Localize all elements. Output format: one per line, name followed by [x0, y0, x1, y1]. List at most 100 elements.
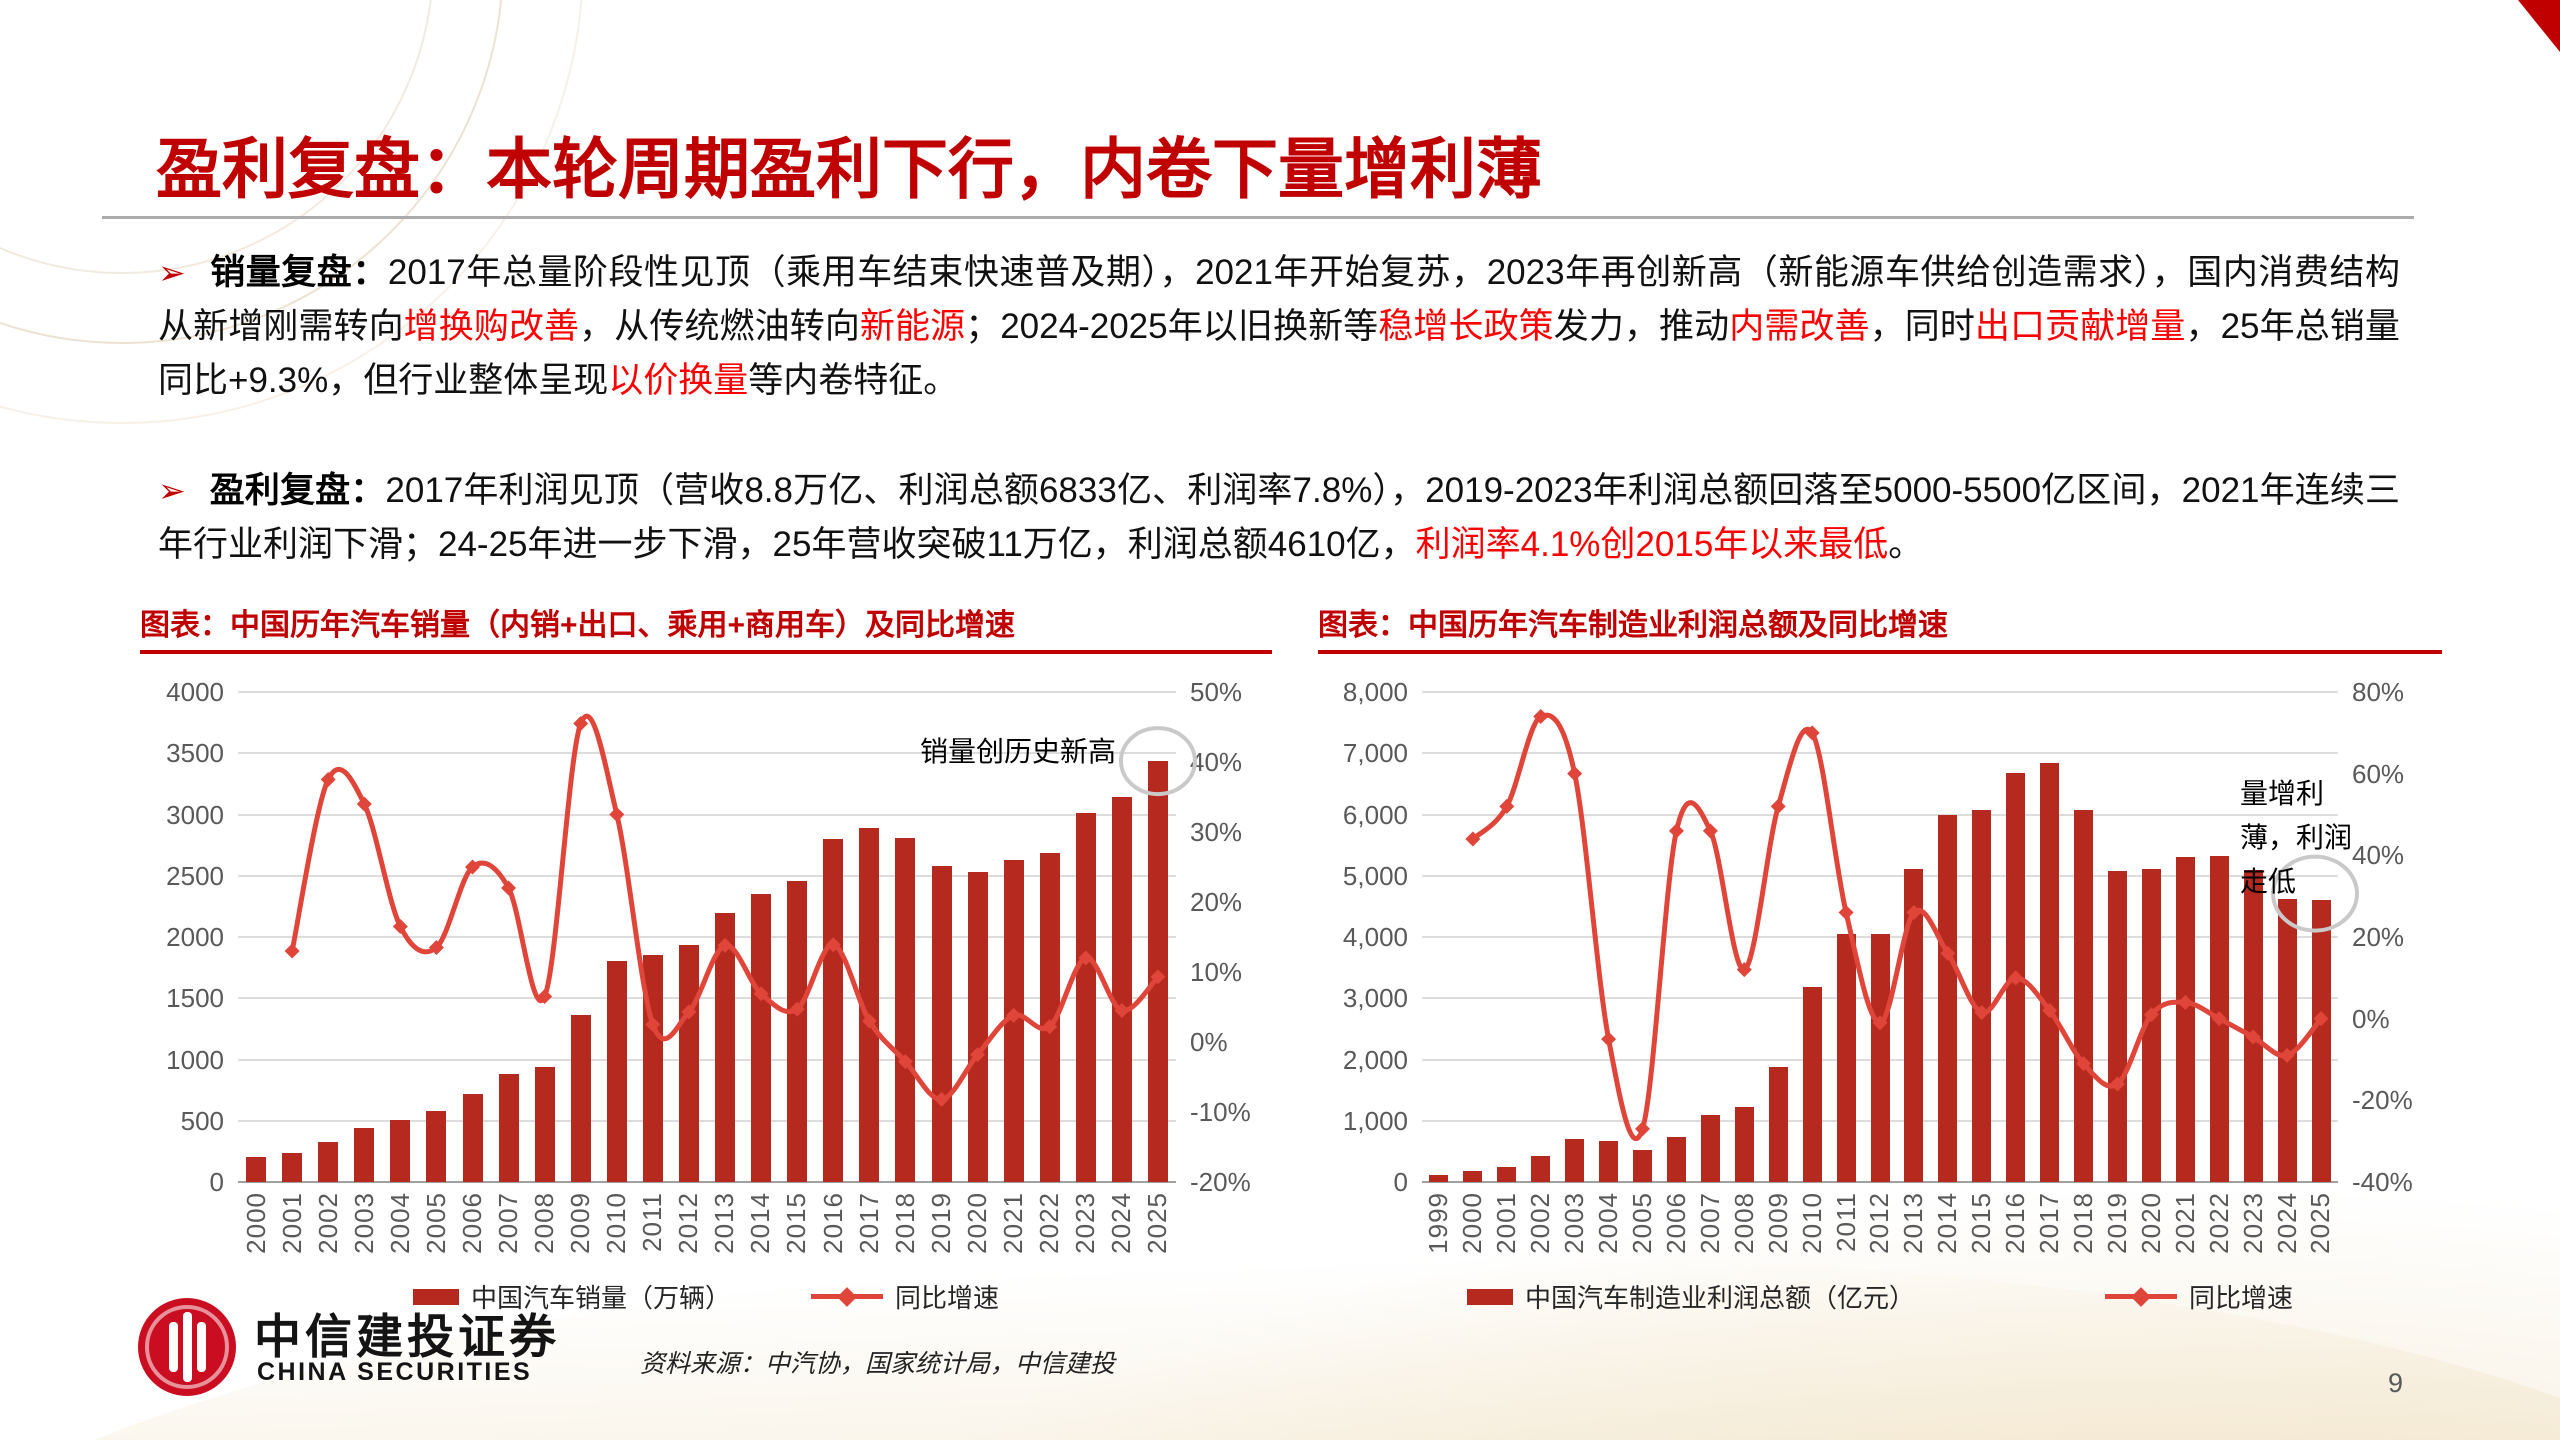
bar-2007: [1701, 1115, 1720, 1182]
y-axis-tick-left: 8,000: [1342, 677, 1408, 707]
y-axis-tick-right: 0%: [1190, 1027, 1228, 1057]
bar-2004: [1599, 1141, 1618, 1182]
chart-annotation: 量增利 薄，利润 走低: [2240, 778, 2353, 897]
bar-2013: [715, 913, 735, 1182]
x-axis-tick-label: 2014: [1932, 1192, 1963, 1254]
x-axis-tick: 2018: [887, 1192, 923, 1254]
x-axis-tick: 2021: [2168, 1192, 2202, 1254]
x-axis-tick: 2010: [1795, 1192, 1829, 1254]
x-axis-tick-label: 2019: [2101, 1192, 2132, 1254]
bar-2006: [1667, 1137, 1686, 1182]
line-marker: [1872, 1015, 1888, 1031]
gridline: [1422, 874, 2338, 877]
x-axis-tick: 2015: [779, 1192, 815, 1254]
bar-2010: [1803, 987, 1822, 1182]
x-axis-tick-label: 2013: [709, 1192, 740, 1254]
bar-2020: [2142, 869, 2161, 1182]
bar-2023: [1076, 813, 1096, 1182]
chart-auto-profit: 图表：中国历年汽车制造业利润总额及同比增速 8,000 7,000 6,000 5,0…: [1318, 608, 2442, 1322]
x-axis-tick: 2007: [490, 1192, 526, 1254]
line-marker: [970, 1047, 986, 1063]
highlight-text: 以价换量: [608, 361, 749, 400]
bar-2022: [1040, 853, 1060, 1182]
x-axis-tick: 2009: [1761, 1192, 1795, 1254]
x-axis-tick-label: 2011: [1830, 1192, 1861, 1252]
body-text: 等内卷特征。: [748, 361, 959, 400]
x-axis-tick: 2013: [707, 1192, 743, 1254]
page-number: 9: [2388, 1368, 2404, 1398]
x-axis-tick: 2021: [995, 1192, 1031, 1254]
gridline: [238, 752, 1176, 755]
line-marker: [1533, 709, 1549, 724]
highlight-circle: [1118, 726, 1197, 797]
bar-2005: [426, 1111, 446, 1182]
line-marker: [1601, 1031, 1617, 1047]
x-axis-tick: 2002: [1524, 1192, 1558, 1254]
y-axis-tick-left: 2,000: [1342, 1044, 1408, 1075]
gridline: [1422, 1181, 2338, 1183]
bar-2019: [2108, 871, 2127, 1182]
x-axis-tick: 2012: [671, 1192, 707, 1254]
y-axis-tick-left: 2500: [166, 860, 224, 891]
x-axis-tick: 2005: [418, 1192, 454, 1254]
x-axis-tick: 2008: [527, 1192, 563, 1254]
x-axis-tick-label: 2019: [925, 1192, 956, 1254]
x-axis-tick: 2019: [2100, 1192, 2134, 1254]
x-axis-labels: 1999 2000 2001 2002 2003 2004 2005 2006 2007 2008…: [1422, 1192, 2338, 1254]
x-axis-tick-label: 2015: [781, 1192, 812, 1254]
bar-2017: [2040, 763, 2059, 1182]
x-axis-tick: 2006: [454, 1192, 490, 1254]
x-axis-tick-label: 2001: [1491, 1192, 1522, 1254]
legend-item-bar-series: 中国汽车制造业利润总额（亿元）: [1466, 1278, 1915, 1315]
y-axis-tick-right: 20%: [1190, 887, 1243, 917]
x-axis-tick-label: 2010: [1796, 1192, 1827, 1254]
bar-2006: [463, 1094, 483, 1182]
highlight-text: 出口贡献增量: [1974, 307, 2186, 346]
x-axis-tick: 2017: [2033, 1192, 2067, 1254]
y-axis-tick-left: 5,000: [1342, 860, 1408, 891]
x-axis-tick: 2019: [923, 1192, 959, 1254]
bar-2025: [2312, 900, 2331, 1182]
x-axis-tick: 2024: [2270, 1192, 2304, 1254]
x-axis-tick-label: 2010: [601, 1192, 632, 1254]
bar-2016: [823, 839, 843, 1182]
line-marker: [1940, 945, 1956, 961]
body-text: 2017年利润见顶（营收8.8万亿、利润总额6833亿、利润率7.8%），201…: [158, 471, 2400, 564]
line-marker: [1838, 905, 1854, 920]
x-axis-tick: 2014: [1931, 1192, 1965, 1254]
line-marker: [320, 772, 336, 787]
x-axis-tick: 2000: [238, 1192, 274, 1254]
x-axis-tick-label: 2007: [492, 1192, 523, 1254]
trend-line: [1471, 712, 2323, 1141]
x-axis-tick-label: 2017: [2034, 1192, 2065, 1254]
gridline: [238, 691, 1176, 693]
plot-area: 销量创历史新高: [238, 692, 1197, 1182]
highlight-text: 稳增长政策: [1378, 307, 1554, 346]
body-text: ；2024-2025年以旧换新等: [965, 307, 1379, 346]
chart-body: 4000 3500 3000 2500 2000 1500 1000 500 0 50% 40% 30…: [140, 662, 1272, 1322]
chart-title-rule: [1318, 650, 2442, 654]
x-axis-tick-label: 2018: [2067, 1192, 2098, 1254]
y-axis-tick-left: 2000: [166, 922, 224, 952]
y-axis-tick-left: 3000: [166, 799, 224, 830]
highlight-text: 增换购改善: [403, 307, 580, 346]
gridline: [238, 1181, 1176, 1183]
x-axis-tick-label: 2000: [1457, 1192, 1488, 1254]
x-axis-tick-label: 2022: [2203, 1192, 2234, 1254]
x-axis-tick: 2004: [382, 1192, 418, 1254]
gridline: [238, 1058, 1176, 1061]
corner-accent: [2518, 0, 2560, 52]
y-axis-tick-left: 0: [1393, 1167, 1408, 1197]
line-marker: [1078, 950, 1094, 966]
line-marker: [2245, 1029, 2261, 1045]
line-marker: [2109, 1076, 2125, 1092]
chart-title: 图表：中国历年汽车销量（内销+出口、乘用+商用车）及同比增速: [140, 609, 1016, 642]
legend-item-line-series: 同比增速: [2105, 1278, 2293, 1315]
line-marker: [1804, 725, 1820, 741]
x-axis-tick-label: 2014: [745, 1192, 776, 1254]
x-axis-tick-label: 2024: [1106, 1192, 1137, 1254]
x-axis-tick-label: 2025: [2305, 1192, 2336, 1254]
highlight-text: 利润率4.1%创2015年以来最低: [1415, 525, 1889, 564]
line-marker: [2076, 1056, 2092, 1072]
citic-logo: [138, 1298, 236, 1396]
